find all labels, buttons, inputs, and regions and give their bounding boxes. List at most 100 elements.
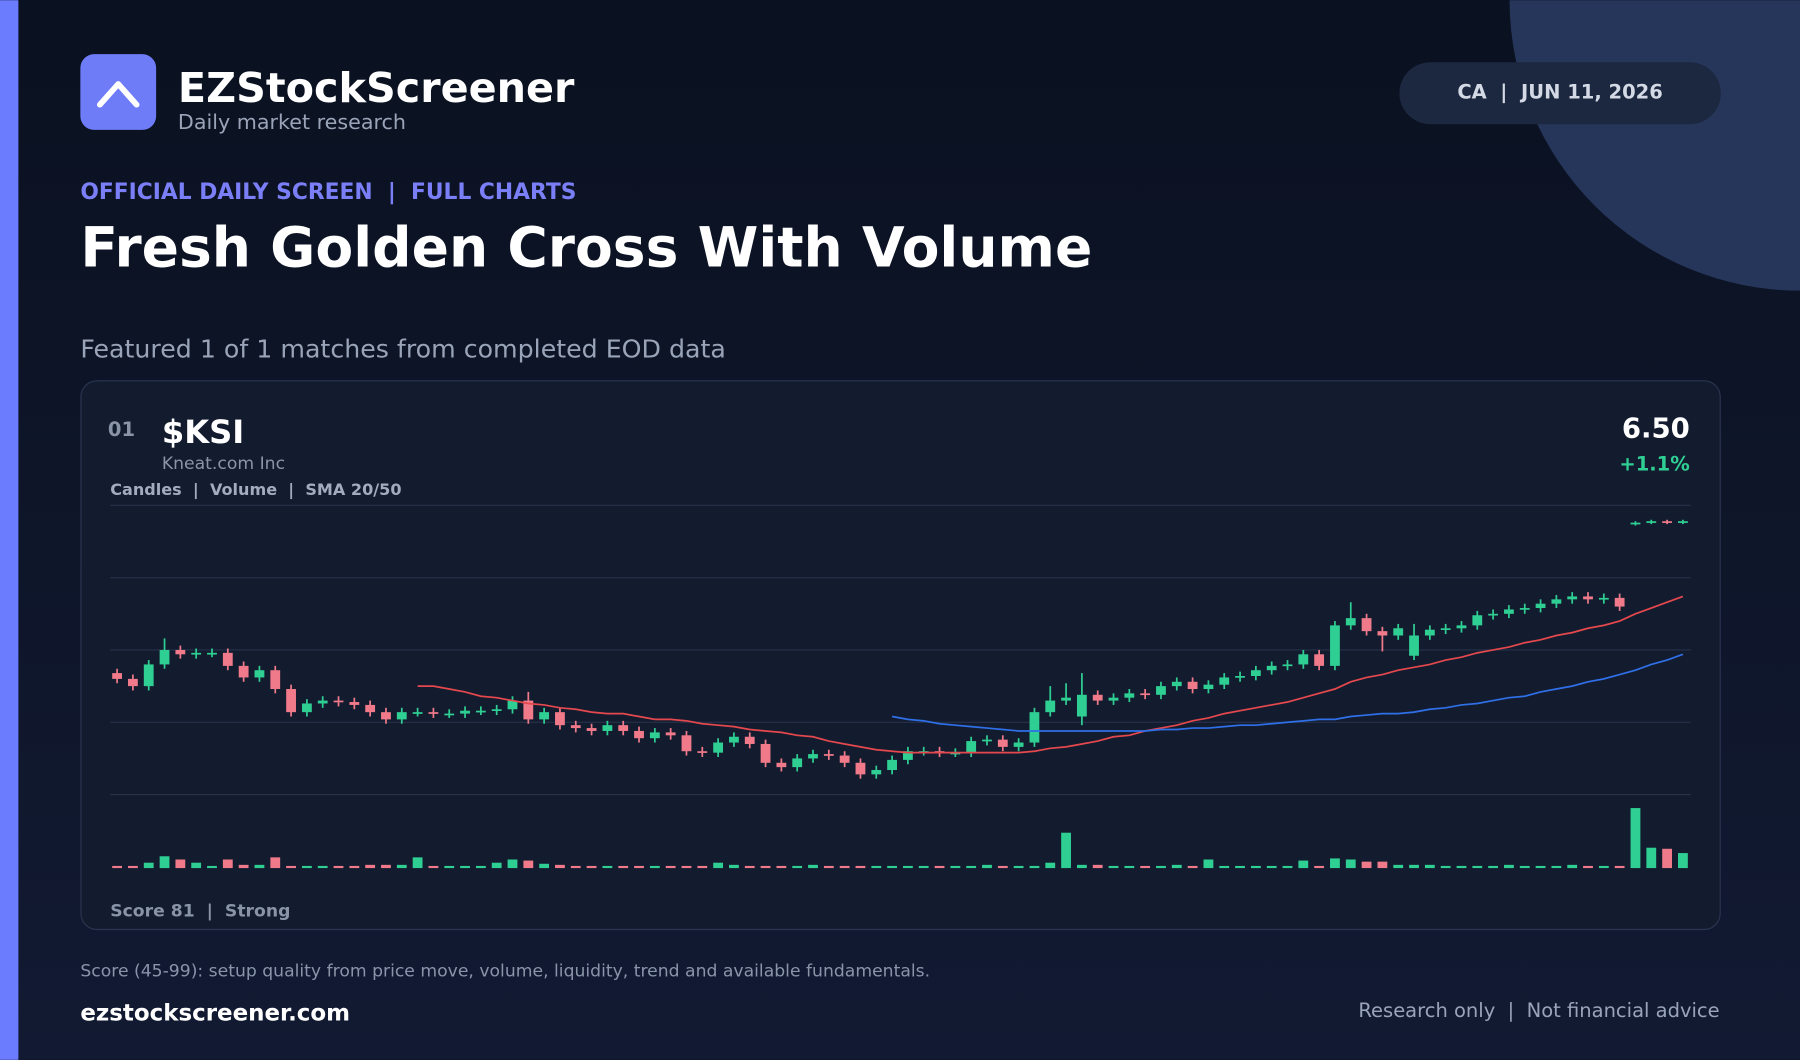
candle-body [1614,597,1625,607]
candle-body [792,758,803,768]
candle-body [1409,635,1419,656]
featured-note: Featured 1 of 1 matches from completed E… [80,334,726,363]
volume-bar [1108,865,1119,869]
volume-bar [1250,865,1261,869]
candle-body [1235,675,1245,678]
headline: Fresh Golden Cross With Volume [80,216,1092,280]
candle-body [887,759,897,771]
candle-body [1219,677,1230,685]
candle-body [507,700,518,710]
volume-bar [1504,864,1514,869]
candle-body [1630,522,1641,525]
volume-bar [713,862,724,869]
candle-body [175,649,186,655]
candle-body [444,713,455,716]
candle-body [1266,665,1277,671]
volume-bar [112,865,122,869]
volume-bar [982,864,992,869]
volume-bar [301,865,312,869]
volume-bar [1092,864,1103,869]
candle-body [286,689,296,713]
candle-body [1061,697,1071,701]
volume-bar [823,865,834,869]
volume-bar [1029,865,1040,869]
candle-body [112,673,122,679]
site: ezstockscreener.com [80,1000,350,1026]
candle-body [1488,613,1499,616]
volume-bar [634,865,644,869]
volume-bar [396,864,407,869]
card [80,380,1721,931]
candle-body [1504,609,1514,614]
candle-body [1535,603,1546,609]
company: Kneat.com Inc [162,454,285,474]
date-badge [1399,62,1721,125]
ticker: $KSI [162,413,244,451]
candle-body [1456,625,1467,629]
candle-body [1598,597,1609,600]
volume-bar [1203,859,1214,869]
candle-body [634,730,644,739]
candle-body [1551,599,1562,604]
candle-body [665,732,676,736]
chart [110,504,1691,869]
volume-bar [934,865,945,869]
volume-bar [159,856,170,869]
volume-bar [1361,861,1372,869]
volume-bar [586,865,597,869]
volume-bar [776,865,787,869]
candle-body [159,649,170,665]
volume-bar [1298,860,1309,869]
volume-bar [1156,865,1166,869]
volume-bar [1330,858,1340,869]
volume-bar [1440,865,1451,869]
sma-line [417,595,1684,754]
date-badge-text: CA | JUN 11, 2026 [1457,81,1662,104]
sma-line [891,653,1684,732]
candle-body [997,739,1008,747]
candle-body [207,652,217,655]
volume-bar [1472,865,1483,869]
volume-bar [1393,864,1404,869]
volume-bar [697,865,708,869]
volume-bar [950,865,961,869]
volume-bar [903,865,913,869]
candle-body [381,712,391,720]
volume-bar [855,865,866,869]
volume-bar [1061,832,1071,869]
footnote: Score (45-99): setup quality from price … [80,961,930,981]
volume-bar [475,865,486,869]
volume-bar [760,865,771,869]
candle-body [1567,596,1578,600]
candle-body [903,751,913,760]
volume-bar [207,865,217,869]
volume-bar [1219,865,1230,869]
volume-bar [1551,865,1562,869]
volume-bar [238,864,249,869]
volume-bar [523,860,534,869]
volume-bar [1045,862,1056,869]
volume-bar [744,865,755,869]
candle-body [1298,654,1309,665]
volume-bar [175,859,186,869]
volume-bar [491,862,502,869]
candle-body [523,700,534,720]
price: 6.50 [1622,413,1690,445]
candle-body [1361,618,1372,632]
candle-body [428,712,439,714]
candle-body [365,704,376,713]
candle-body [475,710,486,713]
candle-body [1330,625,1340,666]
volume-bar [128,865,138,869]
candle-body [555,712,565,726]
candle-body [744,736,755,744]
candle-body [681,735,692,752]
candle-body [570,725,581,729]
candle-body [713,742,724,753]
candle-body [697,751,708,753]
candle-body [1393,628,1404,636]
candle-body [602,725,613,731]
candle-body [539,712,550,720]
accent-stripe [0,0,19,1060]
